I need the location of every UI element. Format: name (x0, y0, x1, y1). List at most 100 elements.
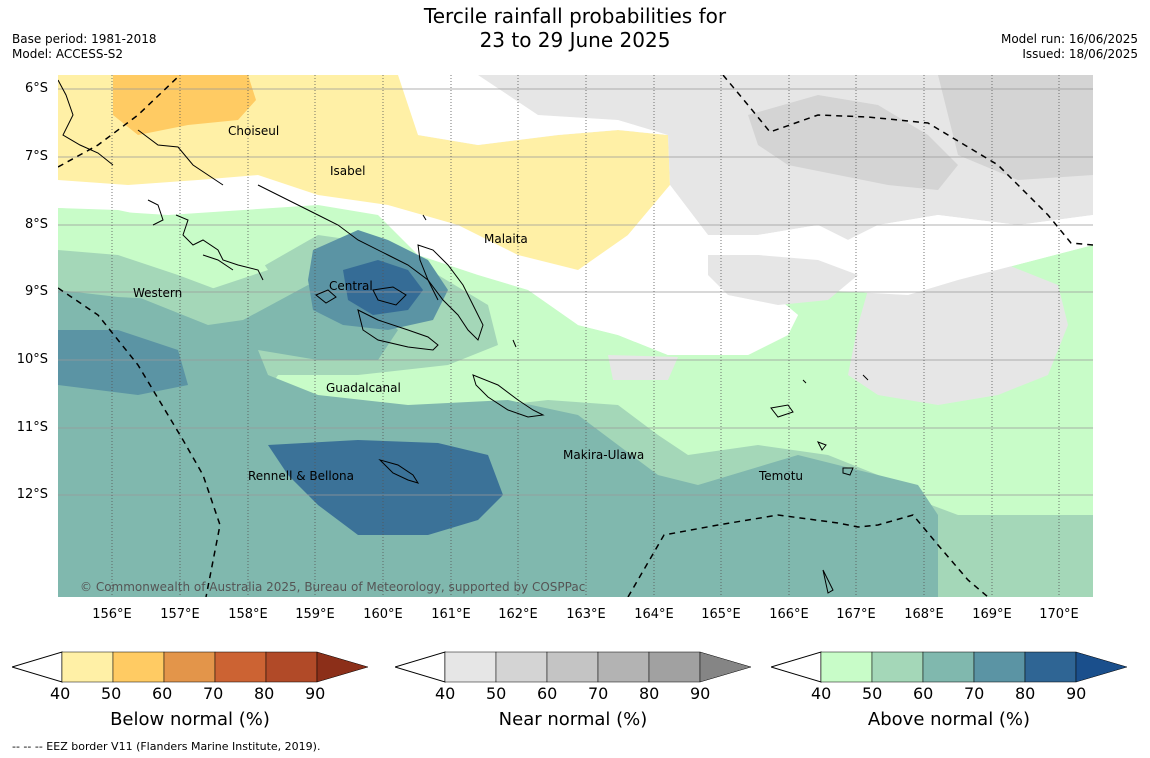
issued-text: Issued: 18/06/2025 (1022, 47, 1138, 61)
region-label-makira-ulawa: Makira-Ulawa (563, 448, 645, 462)
lon-label: 167°E (836, 607, 876, 622)
below-50-60-zone (113, 75, 256, 135)
swatch (112, 651, 165, 683)
above-60-70-zone (58, 285, 938, 597)
lat-label: 7°S (24, 149, 48, 164)
legend-below-normal (12, 650, 368, 684)
legend-tick: 40 (435, 684, 456, 703)
metadata-right: Model run: 16/06/2025 Issued: 18/06/2025 (1001, 32, 1138, 62)
above-70-80-southwest-zone (58, 330, 188, 395)
lon-label: 161°E (431, 607, 471, 622)
chart-title: Tercile rainfall probabilities for 23 to… (0, 4, 1150, 52)
region-label-rennell-bellona: Rennell & Bellona (248, 469, 355, 483)
swatch (316, 651, 368, 683)
legend-title-near-normal: Near normal (%) (498, 709, 648, 730)
above-80-90-rennell-zone (268, 440, 503, 535)
model-run-text: Model run: 16/06/2025 (1000, 32, 1138, 46)
region-label-guadalcanal: Guadalcanal (326, 381, 401, 395)
eez-border (58, 75, 1093, 597)
near-50-60-northeast-zone (748, 95, 958, 190)
region-label-choiseul: Choiseul (228, 124, 280, 138)
colorbar-near-normal (395, 651, 751, 683)
legend-title-above-normal: Above normal (%) (867, 709, 1031, 730)
grid-lines (58, 88, 1093, 496)
colorbar-above-normal (771, 651, 1127, 683)
colorbar-below-normal (12, 651, 368, 683)
swatch (1075, 651, 1127, 683)
lon-label: 166°E (769, 607, 809, 622)
legend-tick: 80 (1015, 684, 1036, 703)
region-label-central: Central (329, 279, 373, 293)
lon-label: 156°E (92, 607, 132, 622)
lon-label: 159°E (295, 607, 335, 622)
swatch (163, 651, 216, 683)
neutral-white-gap (418, 75, 668, 145)
swatch (546, 651, 599, 683)
base-period-text: Base period: 1981-2018 (12, 32, 157, 46)
lat-label: 6°S (24, 81, 48, 96)
legend-tick: 60 (152, 684, 173, 703)
region-label-malaita: Malaita (484, 232, 528, 246)
above-60-70-southeast-zone (698, 515, 938, 597)
legend-tick: 50 (862, 684, 883, 703)
lon-label: 163°E (566, 607, 606, 622)
legend-near-normal (395, 650, 751, 684)
eez-footnote: -- -- -- EEZ border V11 (Flanders Marine… (12, 740, 321, 753)
legend-tick: 70 (588, 684, 609, 703)
swatch (597, 651, 650, 683)
swatch (922, 651, 975, 683)
title-line-2: 23 to 29 June 2025 (479, 28, 671, 52)
swatch (61, 651, 114, 683)
legend-tick: 60 (537, 684, 558, 703)
swatch (265, 651, 318, 683)
swatch (973, 651, 1026, 683)
metadata-left: Base period: 1981-2018 Model: ACCESS-S2 (12, 32, 157, 62)
legend-above-normal (771, 650, 1127, 684)
legend-tick: 80 (639, 684, 660, 703)
map-canvas (58, 75, 1093, 597)
legend-tick: 50 (101, 684, 122, 703)
legend-tick: 90 (305, 684, 326, 703)
legend-tick: 60 (913, 684, 934, 703)
region-label-temotu: Temotu (759, 469, 804, 483)
near-50-60-corner-zone (938, 75, 1093, 180)
forecast-map (58, 75, 1093, 597)
legend-tick: 80 (254, 684, 275, 703)
below-40-50-zone (58, 75, 670, 270)
near-40-50-patch (708, 255, 858, 305)
region-label-isabel: Isabel (330, 164, 366, 178)
lon-label: 162°E (498, 607, 538, 622)
lon-label: 158°E (228, 607, 268, 622)
swatch (495, 651, 548, 683)
swatch (444, 651, 497, 683)
title-line-1: Tercile rainfall probabilities for (423, 4, 727, 28)
meridian-lines (111, 75, 1060, 597)
lon-label: 170°E (1039, 607, 1079, 622)
swatch (1024, 651, 1077, 683)
model-text: Model: ACCESS-S2 (12, 47, 124, 61)
legend-tick: 70 (964, 684, 985, 703)
lon-label: 169°E (972, 607, 1012, 622)
swatch (871, 651, 924, 683)
above-80-90-central-zone (343, 260, 423, 315)
lon-label: 164°E (634, 607, 674, 622)
swatch (699, 651, 751, 683)
lon-label: 168°E (904, 607, 944, 622)
legend-tick: 70 (203, 684, 224, 703)
lon-label: 157°E (160, 607, 200, 622)
region-label-western: Western (133, 286, 183, 300)
lon-label: 160°E (363, 607, 403, 622)
legend-tick: 90 (690, 684, 711, 703)
swatch (820, 651, 873, 683)
legend-tick: 50 (486, 684, 507, 703)
lat-label: 10°S (16, 352, 48, 367)
legend-title-below-normal: Below normal (%) (110, 709, 270, 730)
lat-label: 12°S (16, 487, 48, 502)
near-40-50-patch-2 (608, 355, 678, 380)
lat-label: 9°S (24, 284, 48, 299)
legend-tick: 90 (1066, 684, 1087, 703)
lat-label: 11°S (16, 420, 48, 435)
swatch (214, 651, 267, 683)
above-50-60-west-zone (58, 250, 218, 300)
copyright-notice: © Commonwealth of Australia 2025, Bureau… (80, 580, 586, 594)
